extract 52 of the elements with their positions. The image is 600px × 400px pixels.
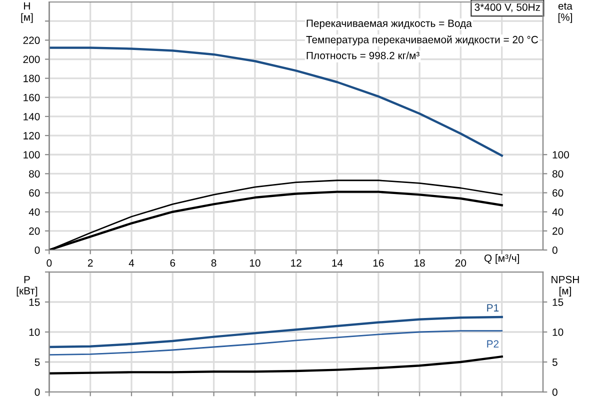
y2-tick-label: 0: [552, 388, 558, 396]
y-tick-label: 5: [34, 358, 40, 366]
x-tick-label: 20: [455, 259, 466, 267]
y-tick-label: 20: [29, 227, 40, 235]
y2-tick-label: 20: [552, 227, 564, 235]
y2-tick-label: 5: [552, 358, 558, 366]
y2-tick-label: 60: [552, 189, 564, 197]
x-tick-label: 16: [373, 259, 384, 267]
y2-tick-label: 40: [552, 208, 564, 216]
y2-axis-title: eta [%]: [558, 2, 572, 23]
y-tick-label: 0: [34, 246, 40, 254]
series-label: P1: [487, 304, 499, 312]
y-tick-label: 200: [23, 56, 40, 64]
y-tick-label: 80: [29, 170, 40, 178]
y-tick-label: 10: [29, 328, 40, 336]
y-axis-title: H [м]: [21, 2, 33, 23]
x-tick-label: 4: [128, 259, 134, 267]
x-tick-label: 6: [170, 259, 176, 267]
y-tick-label: 0: [34, 388, 40, 396]
annotation: Перекачиваемая жидкость = Вода: [306, 20, 472, 30]
y-axis-title: P [кВт]: [16, 276, 38, 297]
annotation: Температура перекачиваемой жидкости = 20 °C: [306, 35, 538, 46]
y-tick-label: 120: [24, 132, 40, 140]
y-tick-label: 160: [24, 94, 40, 102]
x-tick-label: 10: [250, 259, 260, 267]
line-series: [49, 355, 503, 375]
x-tick-label: 8: [211, 259, 216, 267]
y-tick-label: 60: [29, 189, 40, 197]
y2-tick-label: 100: [552, 151, 569, 158]
x-tick-label: 14: [332, 259, 343, 267]
x-tick-label: 12: [291, 259, 302, 267]
y2-tick-label: 0: [552, 246, 558, 254]
line-series: [49, 46, 503, 157]
y2-tick-label: 10: [552, 328, 564, 336]
x-tick-label: 18: [414, 259, 425, 267]
line-series: [49, 316, 503, 348]
y2-tick-label: 80: [552, 170, 564, 178]
series-label: P2: [487, 340, 499, 348]
annotation: 3*400 V, 50Hz: [474, 4, 540, 12]
y-tick-label: 140: [24, 112, 40, 120]
y-tick-label: 220: [23, 36, 40, 44]
y2-axis-title: NPSH [м]: [552, 276, 579, 297]
x-axis-title: Q [м³/ч]: [484, 254, 519, 264]
x-tick-label: 0: [46, 259, 52, 267]
y-tick-label: 15: [29, 298, 40, 306]
y-tick-label: 180: [24, 74, 40, 82]
y2-tick-label: 15: [552, 298, 564, 306]
x-tick-label: 2: [88, 259, 93, 267]
line-series: [49, 330, 503, 356]
y-tick-label: 100: [24, 151, 40, 158]
y-tick-label: 40: [28, 208, 40, 216]
annotation: Плотность = 998.2 кг/м³: [306, 52, 420, 60]
